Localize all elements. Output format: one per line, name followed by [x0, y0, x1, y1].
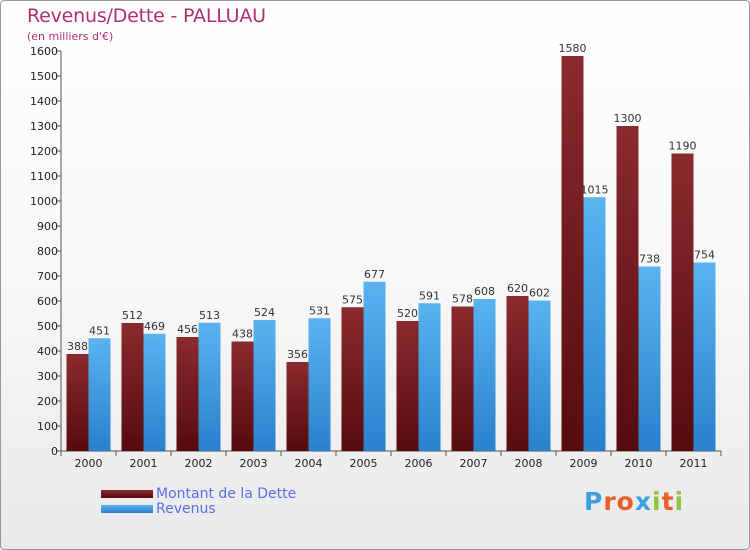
bar-revenus-2002 [198, 322, 221, 451]
x-tick-label: 2000 [75, 457, 103, 470]
x-tick-label: 2005 [350, 457, 378, 470]
bar-dette-2003 [231, 341, 254, 451]
logo-letter: t [661, 487, 675, 516]
bar-dette-2011 [671, 153, 694, 451]
data-label-revenus-2003: 524 [254, 306, 275, 319]
data-label-revenus-2006: 591 [419, 289, 440, 302]
y-tick-label: 700 [37, 270, 58, 283]
data-label-dette-2003: 438 [232, 328, 253, 341]
data-label-dette-2005: 575 [342, 293, 363, 306]
x-tick-label: 2003 [240, 457, 268, 470]
y-tick-label: 500 [37, 320, 58, 333]
bar-dette-2004 [286, 362, 309, 451]
y-tick-label: 0 [51, 445, 58, 458]
legend-swatch-dette [101, 490, 153, 498]
y-tick-label: 900 [37, 220, 58, 233]
logo-letter: i [674, 487, 685, 516]
proxiti-logo: Proxiti [584, 487, 684, 516]
bar-revenus-2007 [473, 299, 496, 451]
chart-subtitle: (en milliers d'€) [27, 30, 114, 43]
data-label-dette-2009: 1580 [559, 42, 587, 55]
x-tick-label: 2007 [460, 457, 488, 470]
y-tick-label: 1200 [30, 145, 58, 158]
bar-dette-2008 [506, 296, 529, 451]
x-tick-label: 2004 [295, 457, 323, 470]
x-tick-label: 2010 [625, 457, 653, 470]
data-label-revenus-2005: 677 [364, 268, 385, 281]
x-tick-label: 2001 [130, 457, 158, 470]
y-tick-label: 100 [37, 420, 58, 433]
chart-title: Revenus/Dette - PALLUAU [27, 5, 266, 27]
bar-dette-2001 [121, 323, 144, 451]
bar-revenus-2000 [88, 338, 111, 451]
legend-label-revenus: Revenus [156, 501, 216, 517]
logo-letter: P [584, 487, 604, 516]
data-label-dette-2011: 1190 [669, 140, 697, 153]
bar-revenus-2003 [253, 320, 276, 451]
y-tick-label: 400 [37, 345, 58, 358]
y-tick-label: 1100 [30, 170, 58, 183]
data-label-dette-2000: 388 [67, 340, 88, 353]
data-label-dette-2006: 520 [397, 307, 418, 320]
y-tick-label: 1600 [30, 45, 58, 58]
x-tick-label: 2008 [515, 457, 543, 470]
y-tick-label: 1000 [30, 195, 58, 208]
bar-dette-2009 [561, 56, 584, 451]
x-tick-label: 2002 [185, 457, 213, 470]
x-tick-label: 2011 [680, 457, 708, 470]
data-label-revenus-2011: 754 [694, 249, 715, 262]
logo-letter: r [603, 487, 617, 516]
data-label-dette-2001: 512 [122, 309, 143, 322]
bar-revenus-2010 [638, 266, 661, 451]
data-label-dette-2007: 578 [452, 293, 473, 306]
legend-swatch-revenus [101, 505, 153, 513]
y-tick-label: 1400 [30, 95, 58, 108]
x-tick-label: 2009 [570, 457, 598, 470]
bar-revenus-2005 [363, 281, 386, 451]
chart-bars [66, 56, 716, 451]
data-label-revenus-2010: 738 [639, 253, 660, 266]
logo-letter: x [634, 487, 652, 516]
data-label-revenus-2007: 608 [474, 285, 495, 298]
y-tick-label: 1500 [30, 70, 58, 83]
bar-revenus-2009 [583, 197, 606, 451]
data-label-dette-2004: 356 [287, 348, 308, 361]
bar-dette-2000 [66, 354, 89, 451]
bar-revenus-2001 [143, 333, 166, 451]
data-label-revenus-2004: 531 [309, 304, 330, 317]
data-label-revenus-2008: 602 [529, 287, 550, 300]
legend-label-dette: Montant de la Dette [156, 486, 297, 502]
data-label-dette-2002: 456 [177, 323, 198, 336]
y-tick-label: 1300 [30, 120, 58, 133]
bar-dette-2007 [451, 306, 474, 451]
bar-revenus-2006 [418, 303, 441, 451]
bar-dette-2010 [616, 126, 639, 451]
bar-dette-2006 [396, 321, 419, 451]
data-label-revenus-2001: 469 [144, 320, 165, 333]
bar-revenus-2008 [528, 300, 551, 451]
data-label-revenus-2000: 451 [89, 324, 110, 337]
y-tick-label: 600 [37, 295, 58, 308]
data-label-dette-2010: 1300 [614, 112, 642, 125]
y-tick-label: 300 [37, 370, 58, 383]
bar-revenus-2004 [308, 318, 331, 451]
chart-axes: 0 100 200 300 400 500 600 700 800 900 1000 1100 1200… [30, 45, 722, 470]
logo-letter: i [652, 487, 662, 516]
logo-letter: o [616, 487, 635, 516]
data-label-revenus-2002: 513 [199, 309, 220, 322]
data-label-dette-2008: 620 [507, 282, 528, 295]
bar-revenus-2011 [693, 262, 716, 451]
x-tick-label: 2006 [405, 457, 433, 470]
data-label-revenus-2009: 1015 [581, 183, 609, 196]
bar-dette-2005 [341, 307, 364, 451]
bar-dette-2002 [176, 337, 199, 451]
y-tick-label: 200 [37, 395, 58, 408]
y-tick-label: 800 [37, 245, 58, 258]
